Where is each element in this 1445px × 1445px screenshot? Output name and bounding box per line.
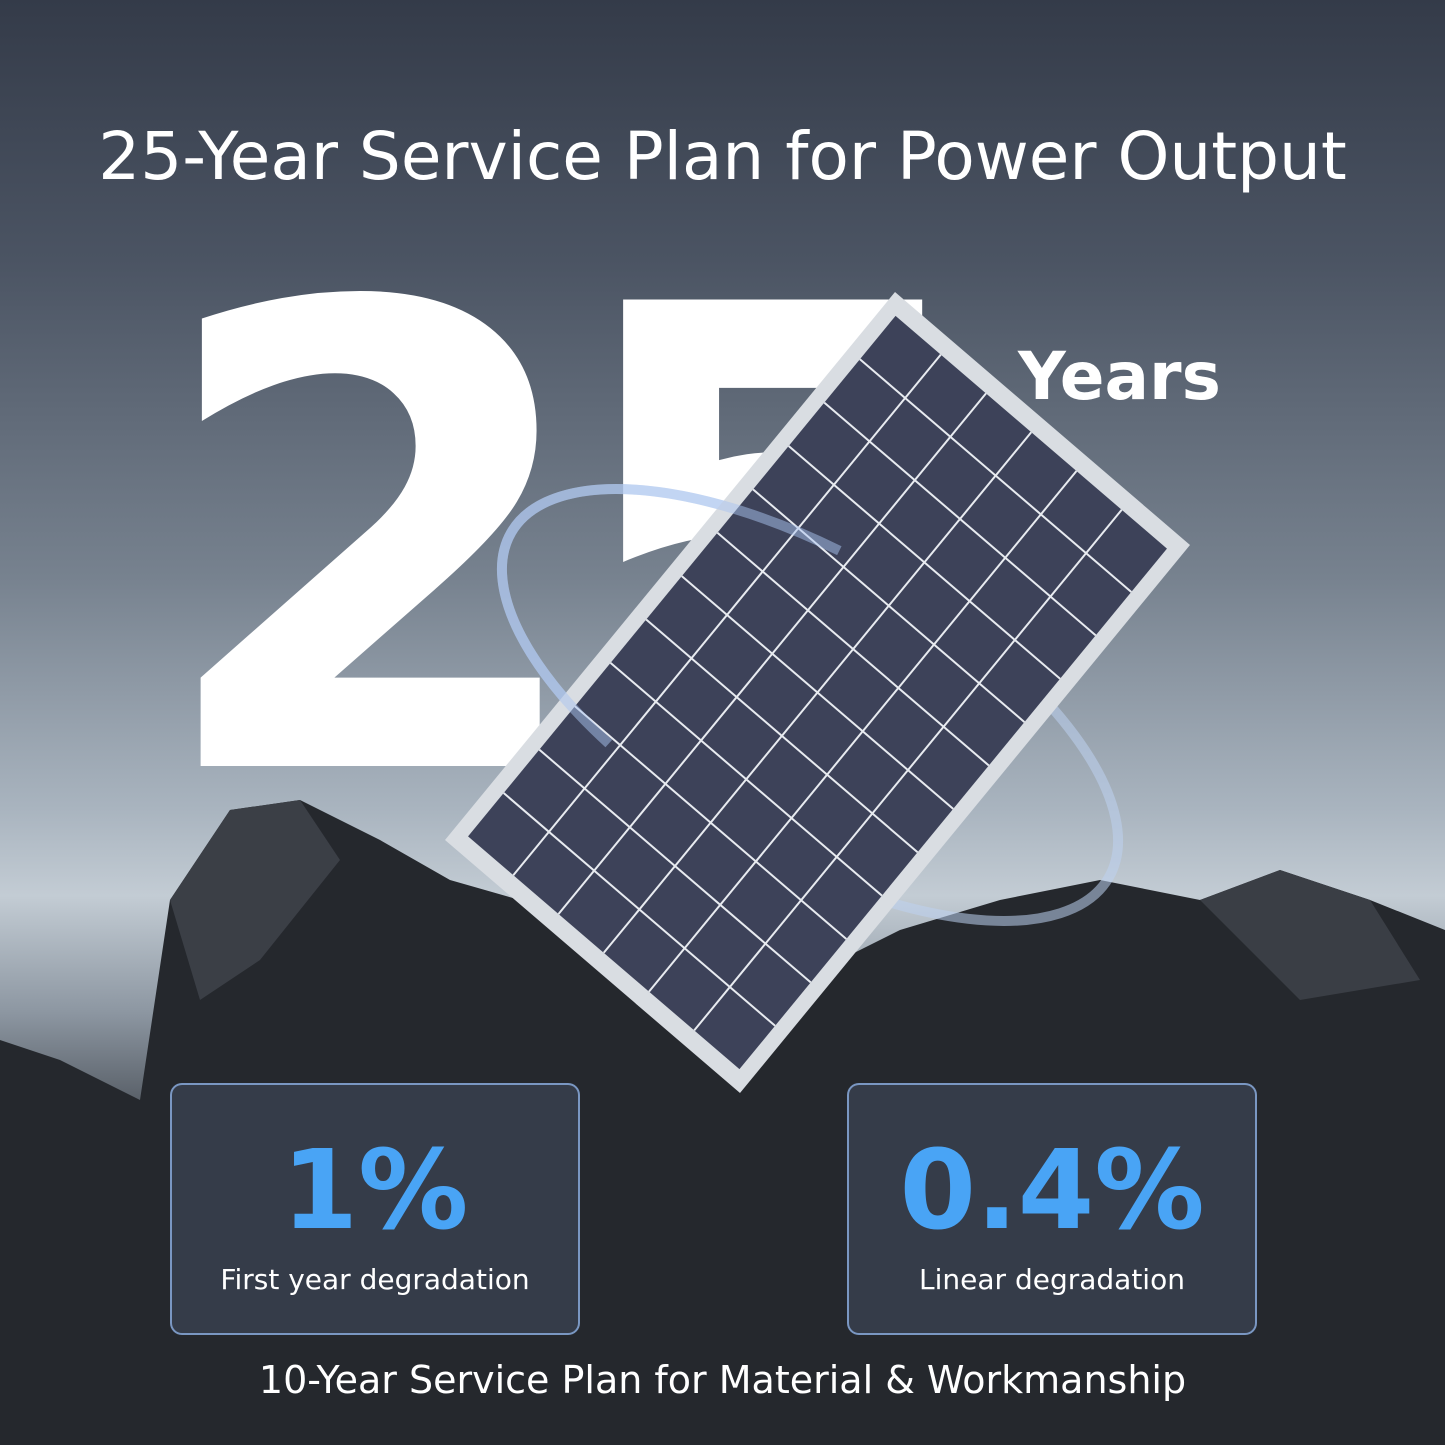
panel-cell-divider <box>504 793 775 1026</box>
ring-front <box>496 484 1124 926</box>
panel-cell-divider <box>646 620 917 853</box>
rock-highlight <box>170 800 340 1000</box>
stat-label: First year degradation <box>220 1263 530 1296</box>
stat-card-first-year: 1% First year degradation <box>170 1083 580 1335</box>
stat-label: Linear degradation <box>919 1263 1185 1296</box>
years-label: Years <box>1018 338 1221 415</box>
footer-note: 10-Year Service Plan for Material & Work… <box>258 1358 1187 1402</box>
panel-cell-divider <box>789 446 1060 679</box>
headline: 25-Year Service Plan for Power Output <box>98 118 1347 195</box>
panel-cell-divider <box>611 663 882 896</box>
panel-cell-divider <box>539 750 810 983</box>
panel-cell-divider <box>575 706 846 939</box>
panel-cell-divider <box>824 403 1095 636</box>
panel-cell-divider <box>682 576 953 809</box>
stat-value: 1% <box>281 1126 469 1254</box>
stat-card-linear: 0.4% Linear degradation <box>847 1083 1257 1335</box>
panel-cell-divider <box>717 533 988 766</box>
panel-cell-divider <box>860 359 1131 592</box>
stat-value: 0.4% <box>899 1126 1205 1254</box>
